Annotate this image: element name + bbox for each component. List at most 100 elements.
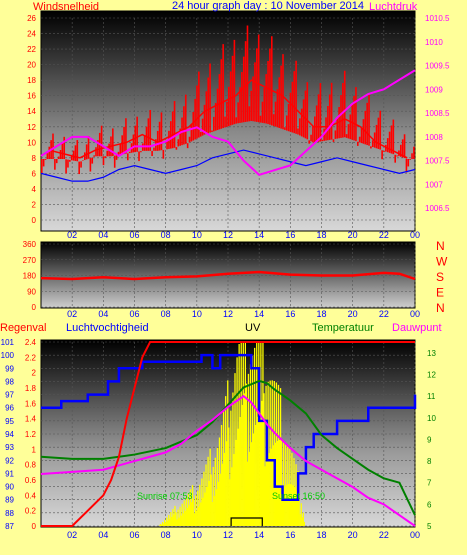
temperature-tick-label: 12 (427, 370, 436, 379)
x-tick-label-direction: 10 (192, 309, 202, 319)
direction-compass-label: S (436, 270, 444, 284)
chart-marks (40, 25, 417, 527)
x-tick-label-direction: 08 (161, 309, 171, 319)
direction-left-tick-label: 360 (23, 240, 37, 249)
humidity-tick-label: 92 (5, 456, 14, 465)
temperature-tick-label: 7 (427, 479, 432, 488)
humidity-tick-label: 93 (5, 443, 14, 452)
humidity-tick-label: 100 (1, 351, 15, 360)
rain-tick-label: 0.6 (25, 476, 37, 485)
x-tick-label-rain: 04 (98, 530, 108, 540)
x-tick-label-direction: 20 (348, 309, 358, 319)
x-tick-label-rain: 12 (223, 530, 233, 540)
uv-index-step (230, 517, 263, 526)
wind-direction-line (40, 270, 416, 281)
rain-tick-label: 1.4 (25, 415, 37, 424)
wind-left-tick-label: 4 (32, 185, 37, 194)
humidity-tick-label: 96 (5, 404, 14, 413)
x-tick-label-wind: 12 (223, 230, 233, 240)
temperature-tick-label: 8 (427, 457, 432, 466)
temperature-tick-label: 13 (427, 349, 436, 358)
temperature-label: Temperatuur (312, 322, 374, 334)
x-tick-label-rain: 14 (254, 530, 264, 540)
wind-speed-line (48, 79, 408, 159)
chart-title: 24 hour graph day : 10 November 2014 (172, 0, 364, 12)
x-tick-label-wind: 18 (316, 230, 326, 240)
rain-tick-label: 1.8 (25, 384, 37, 393)
sunrise-label: Sunrise 07:53 (137, 491, 193, 501)
rain-line (41, 341, 415, 527)
x-tick-label-wind: 14 (254, 230, 264, 240)
x-tick-label-rain: 08 (161, 530, 171, 540)
x-tick-label-wind: 10 (192, 230, 202, 240)
rain-tick-label: 0.8 (25, 461, 37, 470)
rain-tick-label: 2 (32, 369, 37, 378)
rain-tick-label: 2.4 (25, 338, 37, 347)
wind-right-tick-label: 1010 (425, 38, 443, 47)
wind-left-tick-label: 24 (27, 30, 36, 39)
direction-left-tick-label: 180 (23, 272, 37, 281)
humidity-line (41, 353, 417, 501)
wind-left-tick-label: 14 (27, 107, 36, 116)
humidity-tick-label: 95 (5, 417, 14, 426)
wind-left-tick-label: 12 (27, 123, 36, 132)
x-tick-label-wind: 04 (98, 230, 108, 240)
wind-right-axis-label: Luchtdruk (369, 1, 418, 13)
rain-tick-label: 1.2 (25, 430, 37, 439)
wind-left-tick-label: 18 (27, 76, 36, 85)
pressure-line (40, 69, 416, 176)
direction-compass-label: E (436, 286, 444, 300)
rain-label: Regenval (0, 322, 46, 334)
dewpoint-label: Dauwpunt (392, 322, 442, 334)
humidity-tick-label: 87 (5, 522, 14, 531)
temperature-tick-label: 6 (427, 500, 432, 509)
wind-right-tick-label: 1009 (425, 85, 443, 94)
humidity-tick-label: 99 (5, 364, 14, 373)
temperature-tick-label: 9 (427, 435, 432, 444)
sunset-label: Sunset 16:50 (272, 491, 325, 501)
rain-tick-label: 1 (32, 445, 37, 454)
x-tick-label-rain: 16 (285, 530, 295, 540)
x-tick-label-wind: 22 (379, 230, 389, 240)
humidity-tick-label: 91 (5, 469, 14, 478)
x-tick-label-rain: 06 (129, 530, 139, 540)
humidity-tick-label: 88 (5, 509, 14, 518)
humidity-tick-label: 97 (5, 391, 14, 400)
wind-left-tick-label: 22 (27, 45, 36, 54)
x-tick-label-direction: 18 (316, 309, 326, 319)
x-tick-label-direction: 02 (67, 309, 77, 319)
direction-compass-label: N (436, 301, 445, 315)
wind-right-tick-label: 1007.5 (425, 157, 450, 166)
direction-compass-label: W (436, 255, 448, 269)
wind-right-tick-label: 1007 (425, 180, 443, 189)
x-tick-label-direction: 22 (379, 309, 389, 319)
rain-tick-label: 1.6 (25, 399, 37, 408)
wind-right-tick-label: 1010.5 (425, 14, 450, 23)
uv-label: UV (245, 322, 261, 334)
wind-left-tick-label: 8 (32, 154, 37, 163)
wind-left-tick-label: 16 (27, 92, 36, 101)
wind-right-tick-label: 1008.5 (425, 109, 450, 118)
x-tick-label-direction: 04 (98, 309, 108, 319)
x-tick-label-rain: 20 (348, 530, 358, 540)
rain-tick-label: 0.4 (25, 491, 37, 500)
wind-left-tick-label: 10 (27, 138, 36, 147)
humidity-tick-label: 94 (5, 430, 14, 439)
wind-left-tick-label: 0 (32, 216, 37, 225)
rain-tick-label: 2.2 (25, 353, 37, 362)
humidity-tick-label: 90 (5, 483, 14, 492)
wind-left-tick-label: 20 (27, 61, 36, 70)
x-tick-label-direction: 14 (254, 309, 264, 319)
wind-right-tick-label: 1009.5 (425, 62, 450, 71)
wind-average-line (40, 149, 416, 182)
direction-compass-label: N (436, 239, 445, 253)
x-tick-label-wind: 08 (161, 230, 171, 240)
humidity-tick-label: 98 (5, 377, 14, 386)
direction-left-tick-label: 90 (27, 287, 36, 296)
x-tick-label-direction: 16 (285, 309, 295, 319)
humidity-tick-label: 101 (1, 338, 15, 347)
rain-tick-label: 0 (32, 522, 37, 531)
wind-right-tick-label: 1008 (425, 133, 443, 142)
x-tick-label-rain: 10 (192, 530, 202, 540)
